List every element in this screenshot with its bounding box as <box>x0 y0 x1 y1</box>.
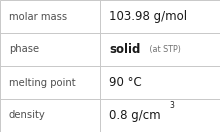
Text: 103.98 g/mol: 103.98 g/mol <box>109 10 187 23</box>
Text: 0.8 g/cm: 0.8 g/cm <box>109 109 161 122</box>
Text: 3: 3 <box>169 101 174 110</box>
Text: molar mass: molar mass <box>9 11 67 22</box>
Text: solid: solid <box>109 43 140 56</box>
Text: density: density <box>9 110 46 121</box>
Text: (at STP): (at STP) <box>147 45 181 54</box>
Text: 90 °C: 90 °C <box>109 76 142 89</box>
Text: phase: phase <box>9 44 39 55</box>
Text: melting point: melting point <box>9 77 75 88</box>
